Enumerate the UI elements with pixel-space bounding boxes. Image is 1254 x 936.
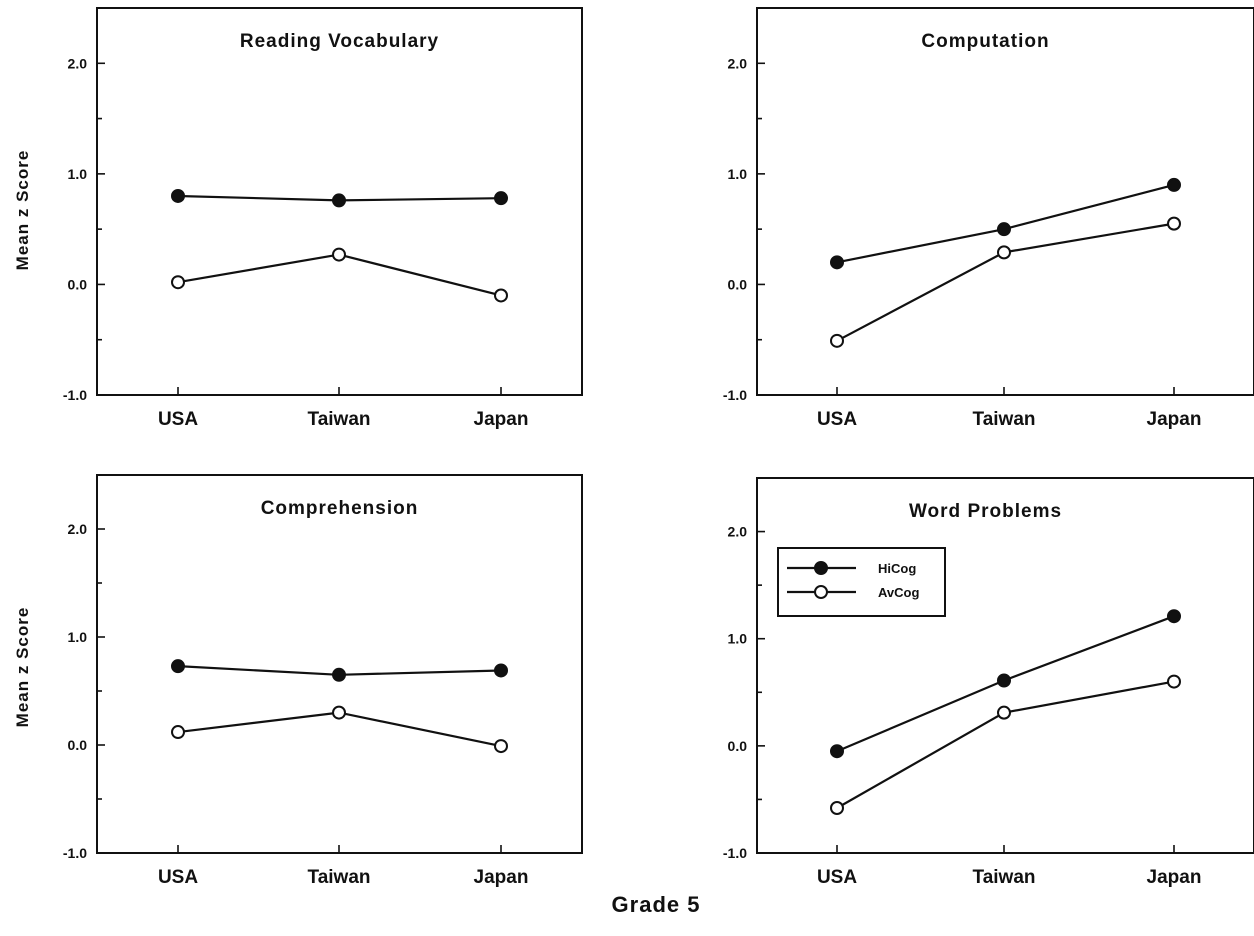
y-tick-label: 0.0 [68,276,88,292]
y-tick-label: 1.0 [728,631,748,647]
legend-marker-hicog [814,561,828,575]
series-line-avcog [836,222,1175,342]
chart-title: Comprehension [261,498,419,519]
chart-title: Computation [921,31,1049,52]
y-tick-label: 2.0 [68,521,88,537]
legend-label-avcog: AvCog [878,585,919,600]
y-tick-label: -1.0 [723,387,747,403]
x-tick-label-usa: USA [817,867,857,888]
data-point-hicog-japan [1167,177,1181,192]
chart-title: Word Problems [909,501,1062,522]
x-tick-label-japan: Japan [1147,409,1202,430]
x-tick-label-taiwan: Taiwan [308,867,371,888]
data-point-avcog-usa [830,333,844,348]
y-tick-label: 1.0 [68,166,88,182]
x-tick-label-japan: Japan [474,867,529,888]
y-axis-label: Mean z Score [13,607,32,728]
x-tick-label-taiwan: Taiwan [308,409,371,430]
y-tick-label: 0.0 [68,737,88,753]
chart-panel-0: -1.0 0.0 1.0 2.0 USA Taiwan Japan Reading Vocab… [13,7,583,430]
x-tick-label-usa: USA [158,867,198,888]
legend-marker-avcog [814,585,828,599]
y-axis-label: Mean z Score [13,150,32,271]
x-tick-label-taiwan: Taiwan [973,409,1036,430]
data-point-avcog-japan [494,288,508,303]
chart-panel-3: -1.0 0.0 1.0 2.0 USA Taiwan Japan Word Problems… [723,477,1254,888]
legend-label-hicog: HiCog [878,561,916,576]
data-point-avcog-usa [171,725,185,740]
y-tick-label: -1.0 [723,845,747,861]
data-point-hicog-japan [1167,609,1181,624]
y-tick-label: 2.0 [728,55,748,71]
x-tick-label-japan: Japan [474,409,529,430]
y-tick-label: 0.0 [728,276,748,292]
plot-frame [756,7,1254,396]
data-point-hicog-taiwan [997,673,1011,688]
plot-frame [96,474,583,854]
chart-panel-2: -1.0 0.0 1.0 2.0 USA Taiwan Japan Comprehension… [13,474,583,888]
x-tick-label-taiwan: Taiwan [973,867,1036,888]
data-point-hicog-usa [171,659,185,674]
x-tick-label-usa: USA [817,409,857,430]
legend-box [777,547,946,617]
figure-caption: Grade 5 [612,892,701,917]
x-tick-label-usa: USA [158,409,198,430]
data-point-avcog-taiwan [332,247,346,262]
data-point-avcog-japan [1167,674,1181,689]
y-tick-label: 1.0 [728,166,748,182]
data-point-hicog-usa [830,255,844,270]
y-tick-label: 2.0 [728,524,748,540]
data-point-hicog-usa [171,188,185,203]
data-point-avcog-japan [494,739,508,754]
plot-frame [756,477,1254,854]
data-point-avcog-usa [830,801,844,815]
y-tick-label: 0.0 [728,738,748,754]
data-point-avcog-usa [171,275,185,290]
x-tick-label-japan: Japan [1147,867,1202,888]
data-point-hicog-usa [830,744,844,759]
data-point-hicog-taiwan [332,667,346,682]
y-tick-label: 1.0 [68,629,88,645]
data-point-hicog-taiwan [997,222,1011,237]
y-tick-label: -1.0 [63,387,87,403]
data-point-hicog-japan [494,191,508,206]
y-tick-label: -1.0 [63,845,87,861]
data-point-hicog-japan [494,663,508,678]
series-line-avcog [836,680,1175,809]
data-point-avcog-taiwan [997,705,1011,720]
chart-title: Reading Vocabulary [240,31,439,52]
data-point-avcog-taiwan [997,245,1011,260]
data-point-avcog-taiwan [332,705,346,720]
y-tick-label: 2.0 [68,55,88,71]
data-point-hicog-taiwan [332,193,346,208]
data-point-avcog-japan [1167,216,1181,231]
chart-panel-1: -1.0 0.0 1.0 2.0 USA Taiwan Japan Computation [723,7,1254,430]
legend: HiCog AvCog [777,547,946,617]
